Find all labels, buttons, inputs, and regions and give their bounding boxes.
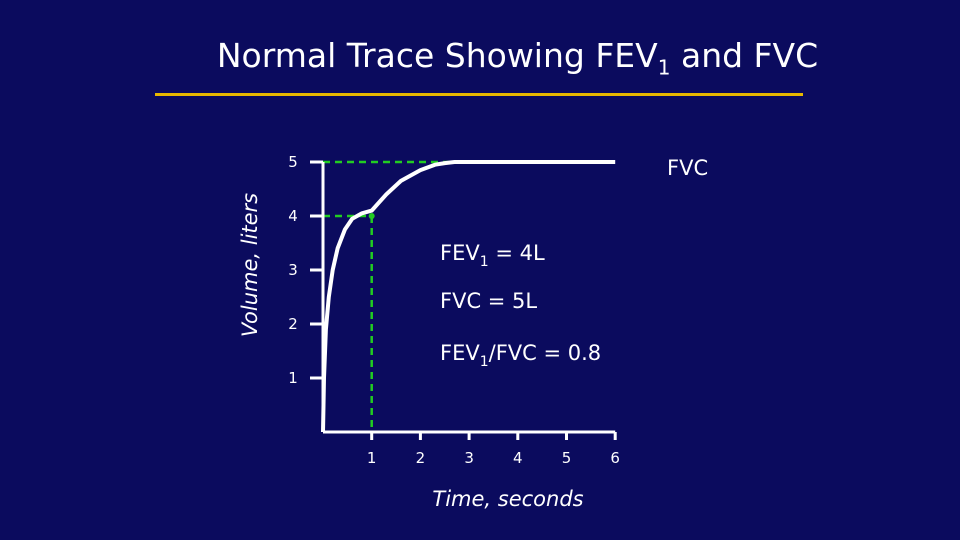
y-tick-label: 1 xyxy=(288,369,298,387)
x-tick-label: 4 xyxy=(513,449,523,467)
x-tick-label: 6 xyxy=(610,449,620,467)
x-tick-label: 5 xyxy=(562,449,572,467)
title-end: and FVC xyxy=(670,36,819,75)
ratio-text-a: FEV xyxy=(440,341,480,365)
ratio-equation: FEV1/FVC = 0.8 xyxy=(440,341,601,370)
guide-lines xyxy=(323,160,455,432)
y-tick-label: 3 xyxy=(288,261,298,279)
y-axis-title: Volume, liters xyxy=(238,193,262,337)
ticks: 1 2 3 4 5 1 2 3 4 5 6 xyxy=(288,153,620,467)
title-main: Normal Trace Showing FEV xyxy=(216,36,658,75)
x-tick-label: 1 xyxy=(367,449,377,467)
volume-time-curve xyxy=(321,160,616,433)
y-tick-label: 4 xyxy=(288,207,298,225)
fev1-eq-sub: 1 xyxy=(480,254,489,270)
slide-title: Normal Trace Showing FEV1 and FVC xyxy=(0,36,960,80)
y-tick-label: 5 xyxy=(288,153,298,171)
ratio-text-b: /FVC = 0.8 xyxy=(489,341,602,365)
fev1-eq-text: FEV xyxy=(440,241,480,265)
title-subscript: 1 xyxy=(657,55,671,80)
fvc-label: FVC xyxy=(667,156,708,180)
x-tick-label: 2 xyxy=(416,449,426,467)
fev1-eq-value: = 4L xyxy=(489,241,545,265)
title-underline xyxy=(155,93,803,96)
fev1-point-marker xyxy=(368,213,375,219)
x-axis-title: Time, seconds xyxy=(432,487,583,511)
fev1-equation: FEV1 = 4L xyxy=(440,241,545,270)
x-tick-label: 3 xyxy=(464,449,474,467)
fvc-equation: FVC = 5L xyxy=(440,289,537,313)
ratio-sub: 1 xyxy=(480,354,489,370)
y-tick-label: 2 xyxy=(288,315,298,333)
